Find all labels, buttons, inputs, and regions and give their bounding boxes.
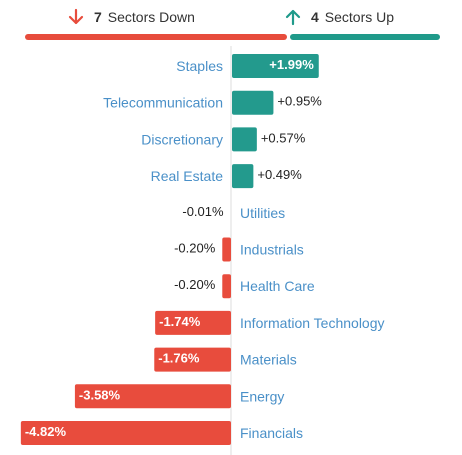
sectors-down-ratio-bar <box>25 34 288 40</box>
sectors-summary-header: 7 Sectors Down 4 Sectors Up <box>0 0 462 42</box>
sectors-up-summary: 4 Sectors Up <box>285 6 394 28</box>
sectors-up-label: Sectors Up <box>324 9 395 25</box>
bar-8 <box>154 347 231 372</box>
bar-2 <box>232 127 257 152</box>
bar-5 <box>222 237 231 262</box>
value-label-9: -3.58% <box>79 387 121 402</box>
sectors-up-count: 4 <box>311 9 319 25</box>
sectors-down-count: 7 <box>94 9 102 25</box>
category-label-7: Information Technology <box>240 315 385 331</box>
category-label-3: Real Estate <box>151 168 224 184</box>
sector-performance-chart: Staples +1.99% Telecommunication +0.95% Disc… <box>20 46 385 455</box>
arrow-up-icon <box>285 9 301 26</box>
value-label-4: -0.01% <box>182 204 224 219</box>
category-label-10: Financials <box>240 425 303 441</box>
sectors-up-ratio-bar <box>290 34 440 40</box>
category-label-6: Health Care <box>240 278 315 294</box>
value-label-2: +0.57% <box>261 130 306 145</box>
value-label-5: -0.20% <box>174 241 216 256</box>
bar-10 <box>20 421 232 445</box>
value-label-7: -1.74% <box>159 314 201 329</box>
category-label-5: Industrials <box>240 242 304 258</box>
bar-0 <box>232 54 319 78</box>
category-label-0: Staples <box>176 58 223 74</box>
category-label-2: Discretionary <box>141 131 223 147</box>
value-label-6: -0.20% <box>174 277 216 292</box>
bar-3 <box>232 164 254 189</box>
category-label-8: Materials <box>240 352 297 368</box>
value-label-10: -4.82% <box>25 424 67 439</box>
arrow-down-icon <box>68 8 84 25</box>
value-label-8: -1.76% <box>158 351 200 366</box>
bar-6 <box>222 274 231 299</box>
value-label-1: +0.95% <box>277 94 322 109</box>
category-label-1: Telecommunication <box>103 95 223 111</box>
bar-1 <box>232 90 274 115</box>
value-label-0: +1.99% <box>269 57 314 72</box>
value-label-3: +0.49% <box>257 167 302 182</box>
sectors-down-summary: 7 Sectors Down <box>68 6 195 28</box>
bar-7 <box>155 310 231 335</box>
category-label-9: Energy <box>240 388 284 404</box>
category-label-4: Utilities <box>240 205 285 221</box>
sectors-down-label: Sectors Down <box>107 9 195 25</box>
bar-9 <box>74 384 231 409</box>
